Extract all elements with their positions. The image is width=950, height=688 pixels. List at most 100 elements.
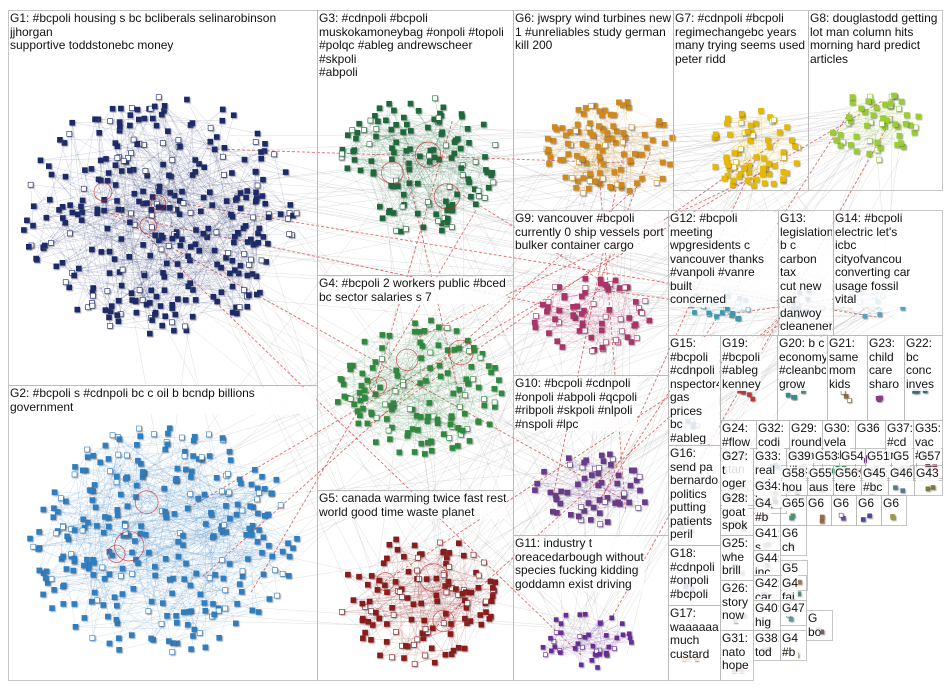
cluster-edge	[128, 492, 230, 536]
graph-node	[359, 600, 366, 607]
graph-node	[457, 145, 464, 152]
cluster-edge	[186, 99, 294, 216]
cluster-edge	[94, 119, 223, 121]
cluster-edge	[147, 159, 196, 176]
cluster-edge	[134, 179, 264, 194]
graph-node	[183, 466, 189, 473]
graph-node	[337, 376, 344, 382]
graph-node	[97, 157, 104, 164]
graph-node	[407, 128, 414, 134]
graph-node	[603, 633, 609, 638]
cluster-edge	[371, 545, 415, 577]
cluster-edge	[570, 144, 643, 179]
graph-node	[547, 154, 554, 160]
graph-node	[379, 356, 385, 362]
connector-edge	[378, 174, 640, 176]
cluster-edge	[179, 136, 217, 147]
graph-node	[864, 122, 870, 129]
cluster-edge	[154, 106, 227, 202]
cluster-edge	[397, 375, 450, 438]
graph-node	[414, 210, 421, 217]
cluster-edge	[611, 138, 657, 184]
graph-node	[355, 420, 362, 427]
graph-node	[244, 272, 251, 279]
cluster-edge	[184, 141, 256, 327]
graph-node	[89, 635, 96, 641]
cluster-edge	[228, 493, 272, 494]
graph-node	[182, 297, 189, 303]
cluster-edge	[116, 514, 212, 620]
graph-node	[391, 149, 397, 156]
red-connector-edge	[597, 160, 756, 508]
cluster-edge	[117, 118, 145, 147]
graph-node	[595, 144, 601, 150]
connector-edge	[153, 288, 194, 600]
graph-node	[167, 190, 173, 196]
graph-node	[213, 134, 220, 140]
graph-node	[243, 531, 249, 538]
graph-node	[622, 134, 629, 141]
graph-node	[106, 571, 113, 578]
graph-node	[234, 195, 240, 201]
graph-node	[101, 575, 108, 582]
cluster-edge	[135, 476, 263, 560]
graph-node	[891, 92, 897, 99]
cluster-edge	[172, 593, 206, 611]
graph-node	[833, 137, 839, 143]
cluster-edge	[149, 151, 262, 334]
graph-node	[425, 413, 431, 420]
cluster-edge	[411, 590, 495, 620]
node-cluster-g6a	[819, 514, 825, 524]
cluster-edge	[96, 525, 230, 565]
cluster-edge	[80, 140, 179, 207]
graph-node	[403, 643, 409, 649]
cluster-edge	[107, 171, 286, 229]
self-loop	[418, 563, 448, 592]
graph-node	[233, 511, 240, 518]
cluster-edge	[273, 154, 289, 219]
cluster-edge	[240, 171, 257, 266]
cluster-edge	[164, 488, 243, 511]
cluster-edge	[114, 258, 257, 277]
connector-edge	[617, 107, 889, 181]
node-cluster-g10	[532, 451, 648, 528]
graph-node	[753, 176, 760, 183]
cluster-edge	[191, 492, 260, 612]
cluster-edge	[162, 535, 184, 604]
graph-node	[124, 452, 130, 459]
cluster-edge	[66, 483, 241, 570]
cluster-edge	[131, 552, 273, 557]
graph-node	[90, 572, 97, 578]
graph-node	[619, 621, 625, 626]
cluster-edge	[60, 498, 118, 516]
graph-node	[411, 449, 418, 455]
graph-node	[590, 132, 596, 138]
cluster-edge	[151, 215, 240, 308]
cluster-edge	[126, 477, 150, 553]
cluster-edge	[129, 256, 187, 331]
connector-edge	[250, 182, 440, 195]
graph-node	[79, 527, 86, 534]
cluster-edge	[190, 523, 206, 586]
cluster-edge	[599, 178, 643, 185]
node-cluster-g11	[540, 611, 634, 670]
graph-node	[179, 236, 185, 243]
cluster-edge	[65, 282, 233, 287]
graph-node	[459, 113, 465, 120]
cluster-edge	[177, 123, 193, 300]
graph-node	[776, 129, 783, 135]
red-connector-edge	[403, 157, 461, 399]
connector-edge	[627, 138, 895, 143]
graph-node	[599, 344, 606, 351]
connector-edge	[179, 128, 645, 607]
graph-node	[45, 163, 52, 169]
graph-node	[611, 112, 617, 118]
cluster-edge	[341, 367, 431, 380]
cluster-edge	[184, 451, 214, 537]
cluster-edge	[151, 578, 185, 602]
cluster-edge	[341, 128, 377, 154]
graph-node	[582, 634, 588, 640]
graph-node	[883, 117, 890, 123]
graph-node	[412, 320, 418, 327]
graph-node	[237, 205, 244, 212]
